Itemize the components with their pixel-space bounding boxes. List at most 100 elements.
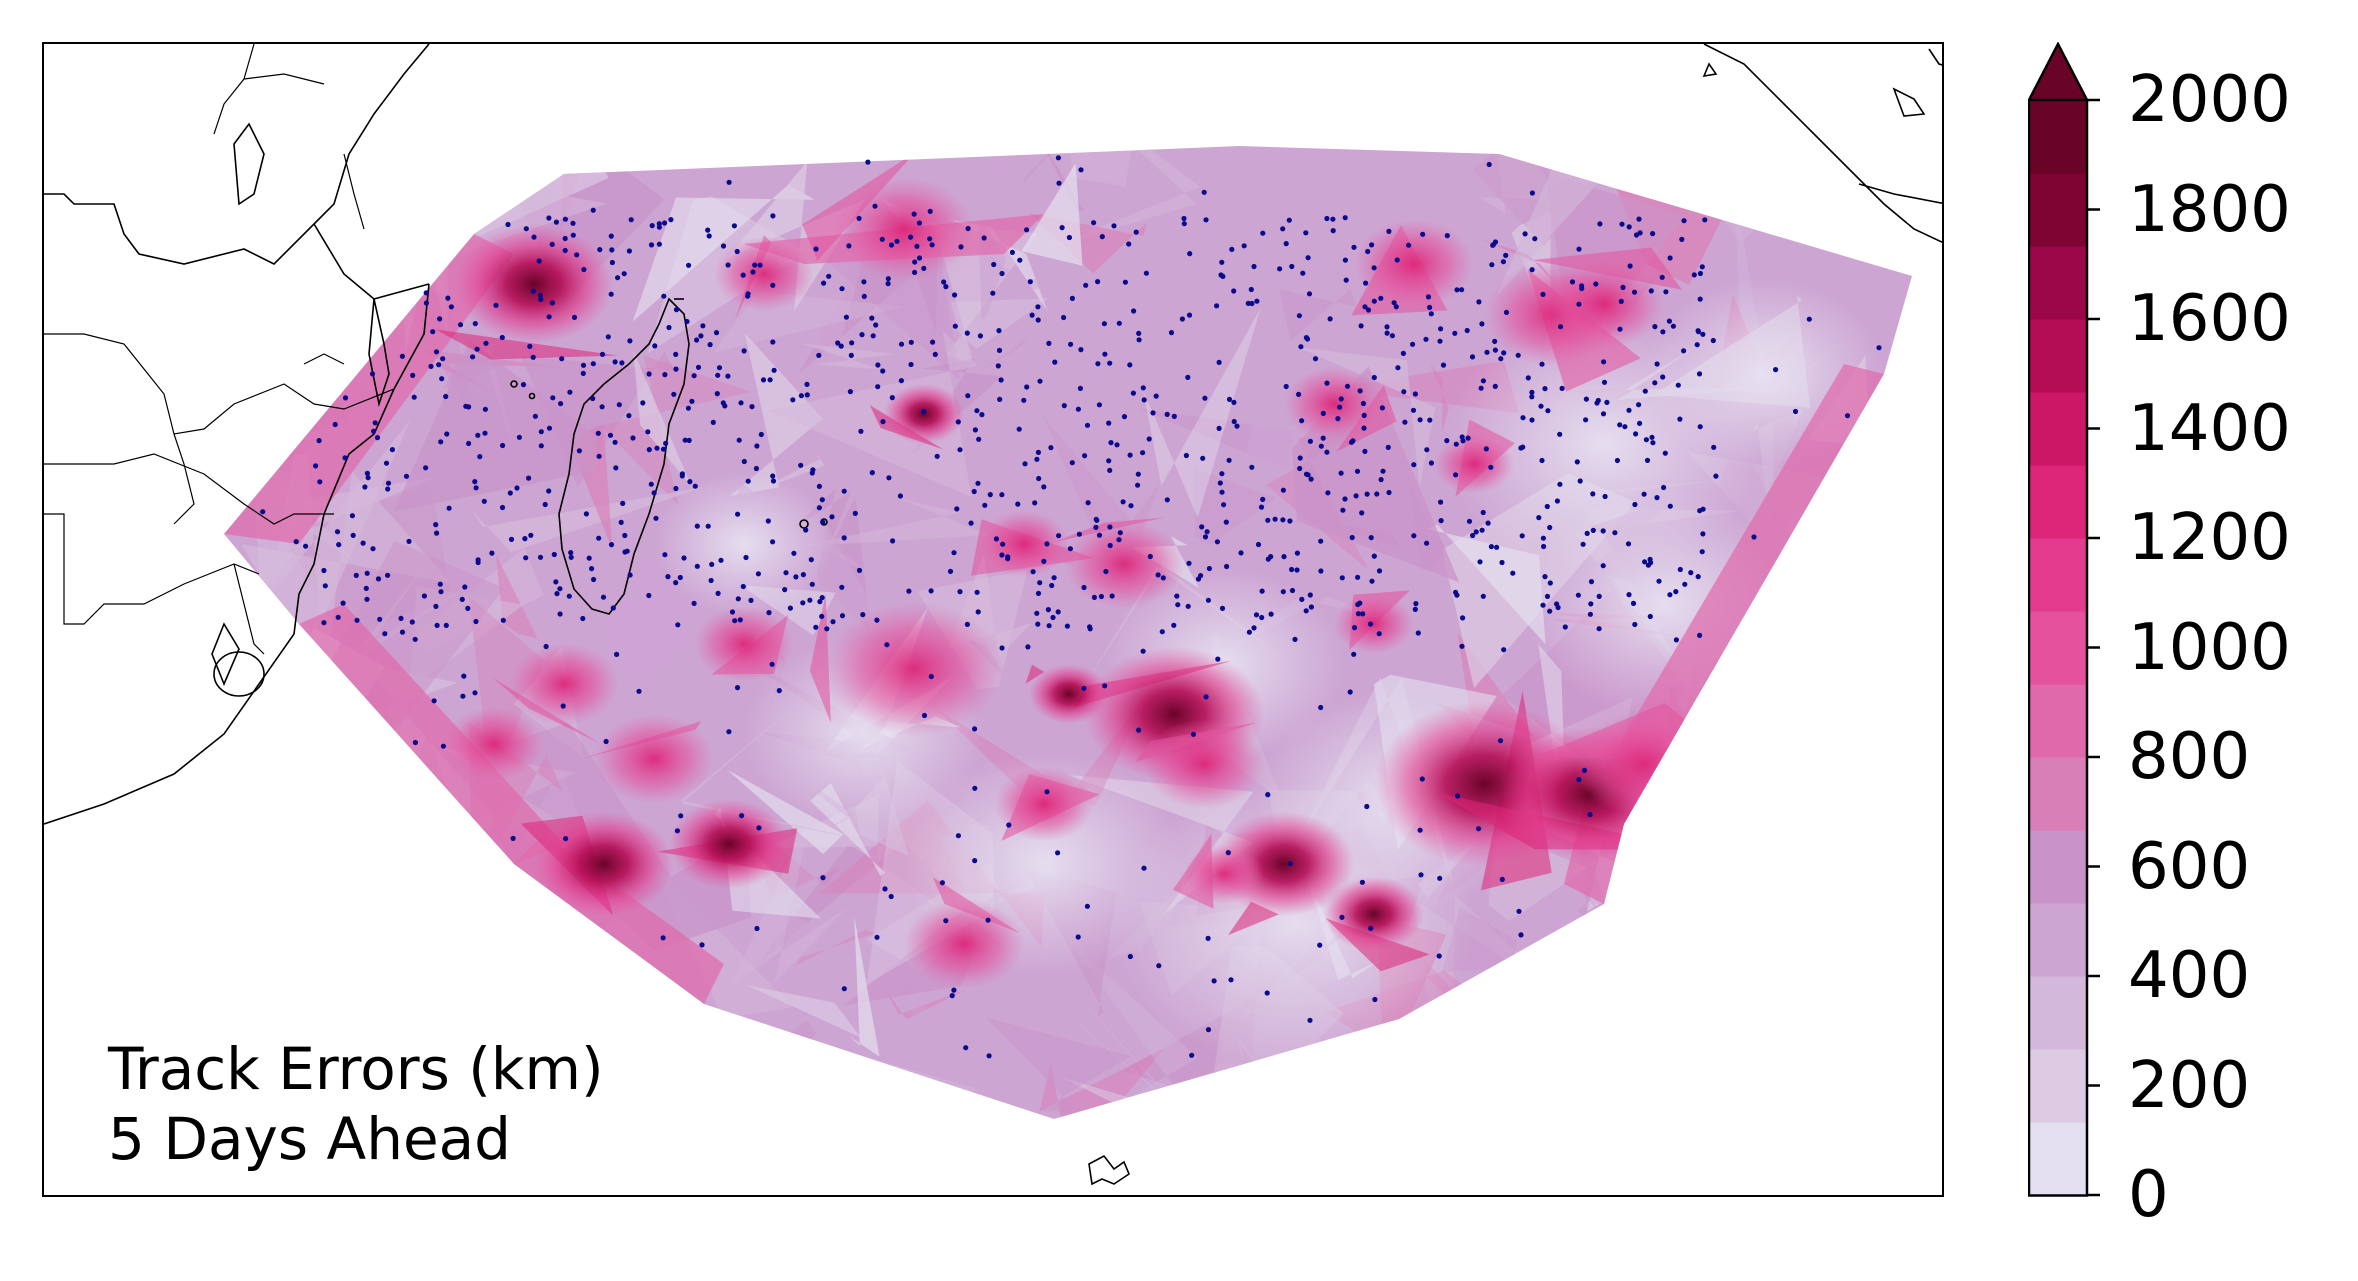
- observation-point: [482, 406, 488, 412]
- observation-point: [1045, 607, 1051, 613]
- field-patch: [1043, 146, 1201, 250]
- observation-point: [1324, 380, 1330, 386]
- observation-point: [908, 361, 914, 368]
- observation-point: [663, 440, 669, 446]
- observation-point: [493, 302, 499, 308]
- observation-point: [1557, 431, 1563, 437]
- observation-point: [1625, 541, 1632, 547]
- observation-point: [1576, 776, 1582, 783]
- field-patch: [1021, 164, 1083, 266]
- observation-point: [1280, 517, 1286, 523]
- field-patch: [1720, 628, 1797, 726]
- observation-point: [756, 825, 762, 831]
- observation-point: [1569, 279, 1576, 285]
- observation-point: [1122, 279, 1128, 285]
- observation-point: [1037, 580, 1043, 586]
- observation-point: [1128, 503, 1134, 509]
- observation-point: [433, 603, 439, 610]
- field-patch: [768, 330, 978, 498]
- observation-point: [1258, 504, 1265, 510]
- observation-point: [1307, 1017, 1313, 1023]
- observation-point: [403, 473, 410, 479]
- observation-point: [1410, 407, 1417, 413]
- observation-point: [681, 555, 687, 561]
- observation-point: [1361, 425, 1367, 431]
- observation-point: [734, 248, 740, 255]
- observation-point: [865, 159, 871, 165]
- observation-point: [1280, 589, 1286, 595]
- field-high-spot: [669, 799, 789, 889]
- observation-point: [1792, 408, 1799, 415]
- observation-point: [1411, 533, 1417, 539]
- observation-point: [1205, 935, 1211, 942]
- field-high-spot: [904, 899, 1024, 989]
- observation-point: [1280, 226, 1286, 232]
- observation-point: [398, 615, 404, 622]
- observation-point: [1576, 246, 1582, 252]
- observation-point: [952, 292, 958, 298]
- observation-point: [1626, 224, 1632, 230]
- observation-point: [1059, 225, 1065, 231]
- observation-point: [1627, 263, 1633, 269]
- observation-point: [1516, 908, 1522, 914]
- observation-point: [1035, 621, 1041, 627]
- field-patch: [521, 351, 675, 488]
- map-panel[interactable]: Track Errors (km) 5 Days Ahead: [42, 42, 1944, 1197]
- observation-point: [590, 395, 596, 402]
- observation-point: [332, 421, 338, 428]
- observation-point: [1318, 538, 1324, 544]
- colorbar-band: [2029, 611, 2087, 685]
- observation-point: [675, 622, 681, 628]
- observation-point: [1581, 767, 1588, 774]
- observation-point: [932, 351, 938, 357]
- observation-point: [1412, 606, 1418, 613]
- observation-point: [636, 688, 642, 694]
- observation-point: [1498, 356, 1504, 362]
- observation-point: [660, 446, 667, 452]
- observation-point: [1454, 287, 1460, 293]
- observation-point: [1697, 270, 1703, 277]
- observation-point: [1460, 615, 1466, 621]
- observation-point: [1691, 272, 1697, 278]
- observation-point: [1116, 537, 1122, 543]
- observation-point: [516, 434, 522, 440]
- observation-point: [1338, 470, 1344, 476]
- observation-point: [1363, 280, 1369, 286]
- observation-point: [682, 437, 688, 443]
- observation-point: [1103, 568, 1109, 575]
- observation-point: [965, 225, 971, 232]
- observation-point: [1425, 294, 1432, 300]
- observation-point: [1327, 316, 1333, 322]
- observation-point: [912, 259, 918, 265]
- observation-point: [765, 518, 771, 524]
- field-patch: [850, 915, 880, 1057]
- observation-point: [741, 458, 747, 465]
- observation-point: [1159, 629, 1165, 635]
- observation-point: [873, 322, 879, 328]
- observation-point: [820, 519, 826, 525]
- observation-point: [483, 340, 489, 346]
- observation-point: [1419, 776, 1425, 782]
- observation-point: [1021, 397, 1027, 403]
- observation-point: [1353, 493, 1359, 499]
- observation-point: [1214, 303, 1220, 309]
- colorbar-tick-label: 1200: [2128, 501, 2291, 575]
- observation-point: [1120, 499, 1126, 505]
- observation-point: [433, 349, 440, 355]
- observation-point: [1354, 468, 1361, 474]
- observation-point: [1204, 529, 1210, 535]
- observation-point: [1215, 656, 1221, 662]
- observation-point: [1339, 914, 1345, 920]
- observation-point: [645, 429, 651, 435]
- field-patch: [950, 298, 1050, 349]
- observation-point: [1223, 519, 1229, 525]
- field-patch: [1793, 919, 1912, 1074]
- observation-point: [1141, 397, 1147, 403]
- observation-point: [538, 296, 544, 302]
- observation-point: [489, 550, 495, 556]
- observation-point: [1199, 524, 1205, 530]
- observation-point: [1069, 460, 1075, 466]
- observation-point: [1483, 446, 1489, 452]
- field-patch: [1349, 146, 1458, 181]
- observation-point: [563, 836, 569, 842]
